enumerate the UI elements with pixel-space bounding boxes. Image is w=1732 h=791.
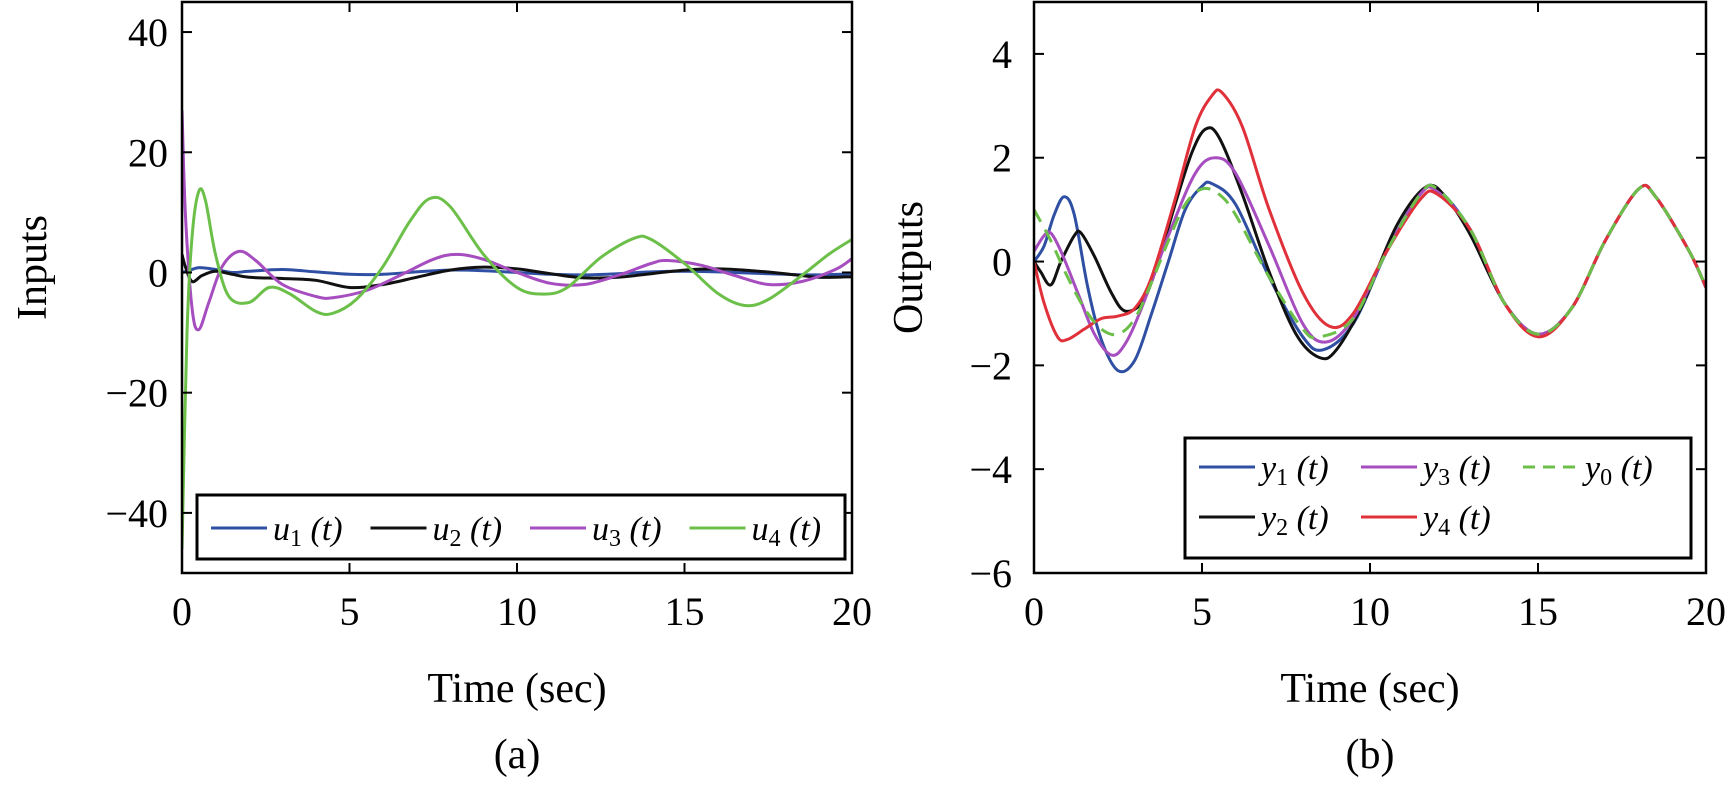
legend-entry-u3: u3 (t)	[592, 511, 662, 552]
y-tick-label: −40	[105, 491, 168, 536]
y-axis-label: Outputs	[886, 201, 932, 334]
series-lines	[1034, 88, 1706, 374]
y-tick-label: −20	[105, 371, 168, 416]
series-line-y0	[1034, 183, 1706, 340]
legend-entry-y2: y2 (t)	[1258, 500, 1329, 541]
legend-entry-u1: u1 (t)	[273, 511, 343, 552]
legend-box	[1183, 436, 1693, 560]
x-tick-label: 5	[1192, 589, 1212, 634]
series-line-y4	[1034, 88, 1706, 343]
y-tick-label: −2	[969, 343, 1012, 388]
x-tick-label: 15	[665, 589, 705, 634]
legend-entry-y3: y3 (t)	[1420, 450, 1491, 491]
y-tick-label: 40	[128, 10, 168, 55]
legend-entry-y4: y4 (t)	[1420, 500, 1491, 541]
y-tick-label: 20	[128, 130, 168, 175]
y-tick-label: −6	[969, 551, 1012, 596]
series-line-y1	[1034, 180, 1706, 374]
series-line-y3	[1034, 156, 1706, 357]
panel-label: (b)	[1346, 732, 1395, 778]
series-line-u4	[182, 187, 852, 550]
x-tick-label: 20	[1686, 589, 1726, 634]
x-axis-label: Time (sec)	[1280, 666, 1459, 712]
legend: y1 (t) y3 (t) y0 (t) y2 (t) y4 (t)	[1183, 436, 1693, 560]
y-axis-label: Inputs	[10, 215, 56, 320]
x-axis-label: Time (sec)	[427, 666, 606, 712]
legend-entry-y0: y0 (t)	[1582, 450, 1653, 491]
x-tick-label: 0	[172, 589, 192, 634]
y-tick-label: 2	[992, 136, 1012, 181]
x-tick-label: 5	[340, 589, 360, 634]
y-tick-label: 4	[992, 32, 1012, 77]
x-tick-label: 20	[832, 589, 872, 634]
y-tick-label: −4	[969, 447, 1012, 492]
series-line-u3	[182, 110, 852, 332]
x-tick-label: 10	[497, 589, 537, 634]
x-tick-label: 10	[1350, 589, 1390, 634]
y-tick-label: 0	[992, 240, 1012, 285]
legend-entry-y1: y1 (t)	[1258, 450, 1329, 491]
x-tick-label: 15	[1518, 589, 1558, 634]
legend: u1 (t) u2 (t) u3 (t) u4 (t)	[195, 493, 847, 561]
legend-entry-u2: u2 (t)	[433, 511, 503, 552]
panel-b-outputs-chart: 0 5 10 15 20 −6 −4 −2 0 2 4 Time (sec) Outputs (b) y1 …	[886, 0, 1726, 778]
x-tick-label: 0	[1024, 589, 1044, 634]
series-lines	[182, 110, 852, 550]
y-tick-label: 0	[148, 250, 168, 295]
panel-a-inputs-chart: 0 5 10 15 20 −40 −20 0 20 40 Time (sec) Inputs (a) u1…	[10, 0, 872, 778]
panel-label: (a)	[494, 732, 541, 778]
legend-entry-u4: u4 (t)	[752, 511, 822, 552]
